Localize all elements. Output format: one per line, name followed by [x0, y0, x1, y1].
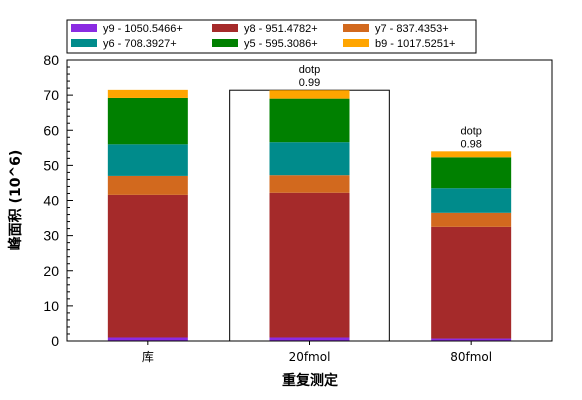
legend-swatch [212, 39, 238, 47]
legend-swatch [71, 24, 97, 32]
legend-entry-label: y5 - 595.3086+ [244, 38, 318, 50]
bar-segment-6-2[interactable] [269, 90, 350, 99]
legend-swatch [212, 24, 238, 32]
y-tick-label: 30 [43, 228, 59, 244]
legend-entry-label: b9 - 1017.5251+ [375, 38, 455, 50]
legend-entry-label: y6 - 708.3927+ [103, 38, 177, 50]
x-tick-label: 库 [142, 349, 154, 364]
bar-segment-5-3[interactable] [431, 157, 512, 189]
annotation-value: 0.98 [460, 138, 481, 150]
legend-swatch [343, 39, 369, 47]
y-tick-label: 10 [43, 298, 59, 314]
x-tick-label: 80fmol [450, 350, 492, 364]
bar-segment-3-1[interactable] [107, 175, 188, 195]
y-tick-label: 0 [51, 333, 59, 349]
bar-segment-4-3[interactable] [431, 188, 512, 213]
annotation-label: dotp [460, 125, 481, 137]
legend-entry-label: y9 - 1050.5466+ [103, 23, 183, 35]
bar-segment-1-2[interactable] [269, 337, 350, 341]
bar-segment-2-3[interactable] [431, 226, 512, 339]
bar-segment-4-2[interactable] [269, 142, 350, 176]
x-axis: 库 20fmol 80fmol [142, 341, 492, 364]
y-tick-label: 50 [43, 157, 59, 173]
legend-swatch [71, 39, 97, 47]
legend-entry-label: y8 - 951.4782+ [244, 23, 318, 35]
bar-segment-6-3[interactable] [431, 151, 512, 158]
bar-segment-3-2[interactable] [269, 175, 350, 193]
x-axis-title: 重复测定 [282, 372, 338, 389]
bar-segment-4-1[interactable] [107, 144, 188, 176]
y-axis-title: 峰面积 (10^6) [7, 150, 24, 251]
bar-segment-2-1[interactable] [107, 194, 188, 338]
y-axis: 0 10 20 30 40 50 60 70 80 [43, 52, 73, 349]
bar-segment-1-1[interactable] [107, 337, 188, 341]
x-tick-label: 20fmol [289, 350, 331, 364]
annotation-label: dotp [299, 64, 320, 76]
bar-segment-6-1[interactable] [107, 89, 188, 98]
y-tick-label: 80 [43, 52, 59, 68]
bar-segment-2-2[interactable] [269, 192, 350, 338]
y-tick-label: 40 [43, 193, 59, 209]
y-tick-label: 70 [43, 87, 59, 103]
annotation-value: 0.99 [299, 77, 320, 89]
y-tick-label: 20 [43, 263, 59, 279]
bar-segment-1-3[interactable] [431, 338, 512, 341]
legend-swatch [343, 24, 369, 32]
bar-segment-3-3[interactable] [431, 212, 512, 227]
legend-box [66, 19, 477, 54]
y-tick-label: 60 [43, 122, 59, 138]
bar-segment-5-2[interactable] [269, 98, 350, 143]
legend: y9 - 1050.5466+ y8 - 951.4782+ y7 - 837.43… [66, 19, 477, 54]
bar-segment-5-1[interactable] [107, 97, 188, 145]
legend-entry-label: y7 - 837.4353+ [375, 23, 449, 35]
